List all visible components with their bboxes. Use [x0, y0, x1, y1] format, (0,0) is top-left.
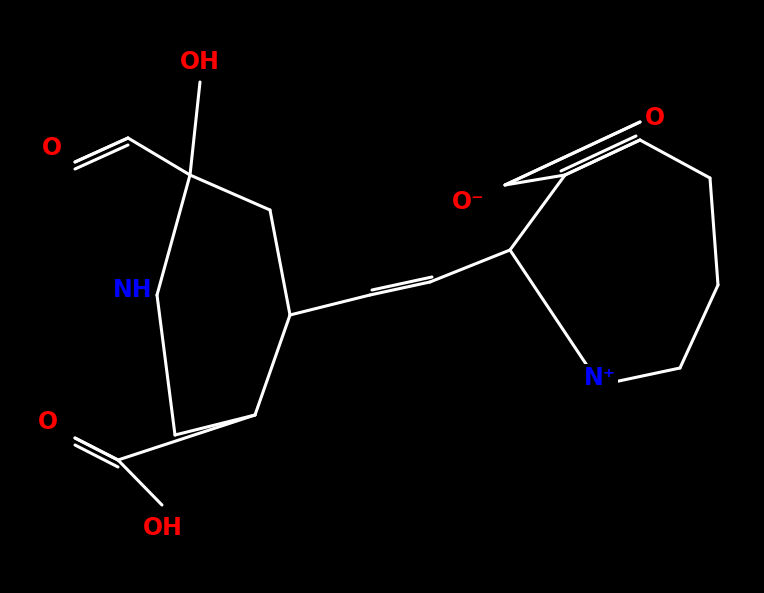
Text: O: O: [645, 106, 665, 130]
Text: OH: OH: [143, 516, 183, 540]
Text: N⁺: N⁺: [584, 366, 616, 390]
Text: NH: NH: [113, 278, 153, 302]
Text: OH: OH: [180, 50, 220, 74]
Text: O: O: [38, 410, 58, 434]
Text: O⁻: O⁻: [452, 190, 484, 214]
Text: O: O: [42, 136, 62, 160]
